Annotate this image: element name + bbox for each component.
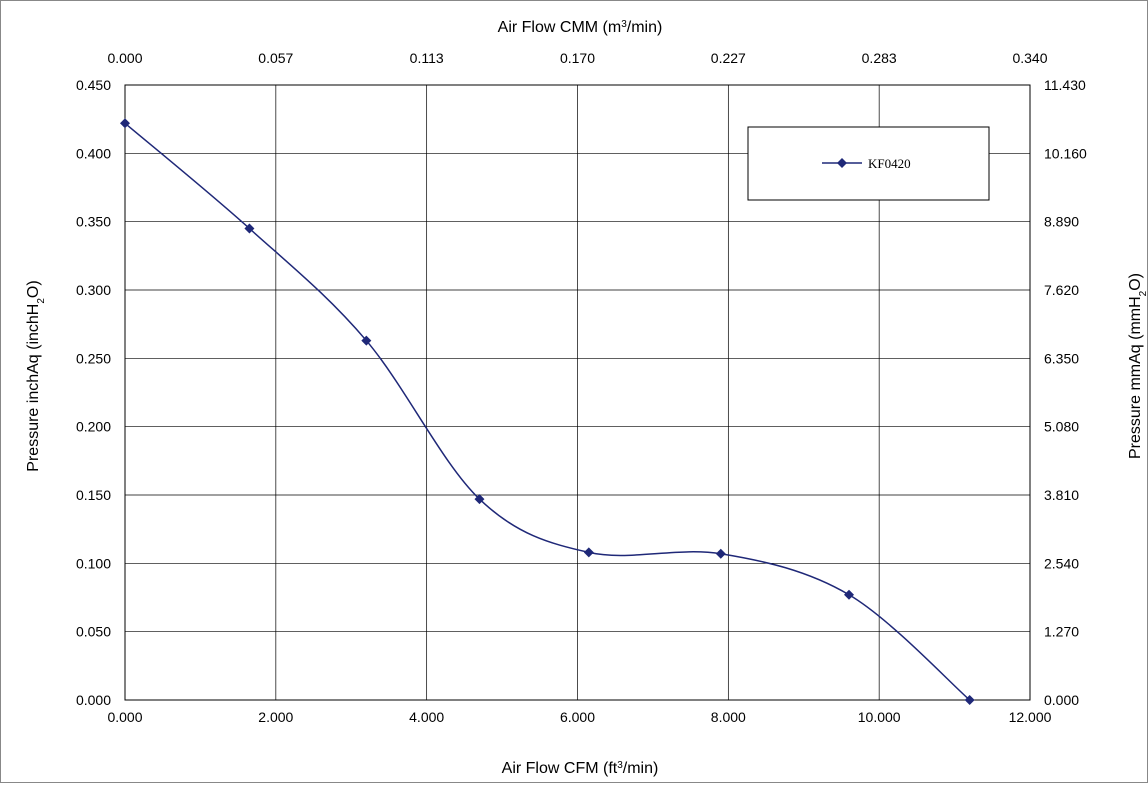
x-tick-label: 0.000	[107, 709, 142, 725]
x-tick-label: 4.000	[409, 709, 444, 725]
x2-tick-label: 0.340	[1012, 50, 1047, 66]
x2-tick-label: 0.000	[107, 50, 142, 66]
y2-tick-label: 5.080	[1044, 419, 1079, 435]
y2-tick-label: 8.890	[1044, 214, 1079, 230]
y-tick-label: 0.200	[76, 419, 111, 435]
x2-tick-label: 0.113	[410, 50, 444, 66]
tick-label-layer: 0.0000.0002.0000.0574.0000.1136.0000.170…	[76, 50, 1087, 725]
y2-tick-label: 11.430	[1044, 77, 1086, 93]
y2-tick-label: 6.350	[1044, 350, 1079, 366]
x2-tick-label: 0.057	[258, 50, 293, 66]
y-tick-label: 0.000	[76, 692, 111, 708]
data-point-marker	[844, 589, 854, 600]
y2-tick-label: 1.270	[1044, 624, 1079, 640]
series-layer	[120, 118, 975, 705]
y-axis-title: Pressure inchAq (inchH2O)	[25, 280, 47, 471]
y2-tick-label: 0.000	[1044, 692, 1079, 708]
data-point-marker	[474, 494, 485, 505]
y2-tick-label: 10.160	[1044, 145, 1087, 161]
data-point-marker	[583, 547, 594, 558]
plot-area-border	[124, 84, 1031, 701]
data-point-marker	[120, 118, 130, 129]
y2-axis-title: Pressure mmAq (mmH2O)	[1127, 273, 1148, 459]
data-point-marker	[361, 335, 372, 346]
y-tick-label: 0.450	[76, 77, 111, 93]
x2-tick-label: 0.170	[560, 50, 595, 66]
legend: KF0420	[747, 126, 990, 201]
data-point-marker	[715, 548, 726, 559]
x2-tick-label: 0.283	[862, 50, 897, 66]
y-tick-label: 0.250	[76, 350, 111, 366]
x2-axis-title: Air Flow CMM (m3/min)	[498, 19, 663, 37]
series-line-kf0420	[124, 122, 971, 701]
y-tick-label: 0.150	[76, 487, 111, 503]
x-tick-label: 8.000	[711, 709, 746, 725]
legend-marker	[837, 158, 847, 168]
legend-label: KF0420	[868, 156, 911, 171]
data-point-marker	[964, 695, 975, 705]
y2-tick-label: 2.540	[1044, 555, 1079, 571]
x-tick-label: 2.000	[258, 709, 293, 725]
legend-box	[747, 126, 990, 201]
y2-tick-label: 7.620	[1044, 282, 1079, 298]
y-tick-label: 0.300	[76, 282, 111, 298]
y2-tick-label: 3.810	[1044, 487, 1079, 503]
data-point-marker	[244, 223, 255, 234]
x-tick-label: 12.000	[1009, 709, 1052, 725]
y-tick-label: 0.350	[76, 214, 111, 230]
y-tick-label: 0.400	[76, 145, 111, 161]
x2-tick-label: 0.227	[711, 50, 746, 66]
x-axis-title: Air Flow CFM (ft3/min)	[502, 760, 659, 778]
y-tick-label: 0.100	[76, 555, 111, 571]
y-tick-label: 0.050	[76, 624, 111, 640]
x-tick-label: 6.000	[560, 709, 595, 725]
x-tick-label: 10.000	[858, 709, 901, 725]
